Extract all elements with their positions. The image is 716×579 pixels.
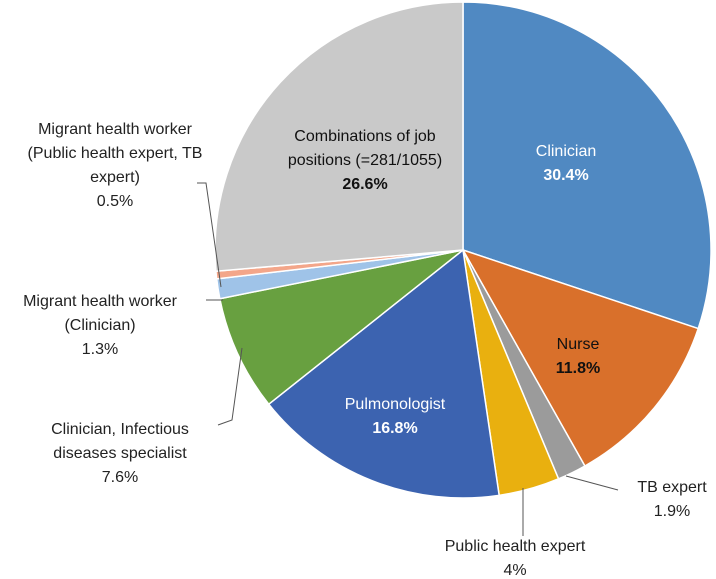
slice-label: Clinician, Infectious diseases specialis… [18,418,223,490]
category-label: Clinician [535,143,597,160]
slice-label: Public health expert 4% [410,535,620,579]
slice-label: Pulmonologist 16.8% [315,393,475,441]
value-label: 16.8% [372,420,418,437]
slice-label: TB expert 1.9% [622,476,716,524]
pie-slice [267,248,501,499]
value-label: 7.6% [101,469,139,486]
leader-line [197,182,222,288]
category-label: Nurse [556,336,600,353]
value-label: 1.9% [653,503,691,520]
pie-slice [214,1,464,273]
pie-slice [462,1,712,330]
value-label: 0.5% [96,193,134,210]
slice-label: Combinations of job positions (=281/1055… [268,125,463,197]
category-label: Combinations of job positions (=281/1055… [287,128,443,169]
leader-line [565,475,619,491]
leader-line [217,347,243,426]
leader-lines [197,182,619,536]
category-label: Public health expert [444,538,586,555]
value-label: 30.4% [543,167,589,184]
category-label: Clinician, Infectious diseases specialis… [51,421,189,462]
pie-slice [461,248,700,468]
category-label: TB expert [637,479,707,496]
value-label: 26.6% [342,176,388,193]
category-label: Pulmonologist [344,396,446,413]
category-label: Migrant health worker (Public health exp… [27,121,203,186]
slice-label: Clinician 30.4% [501,140,631,188]
value-label: 1.3% [81,341,119,358]
value-label: 11.8% [555,360,601,377]
slice-label: Migrant health worker (Clinician) 1.3% [18,290,183,362]
category-label: Migrant health worker (Clinician) [23,293,177,334]
value-label: 4% [503,562,527,579]
slice-label: Nurse 11.8% [523,333,633,381]
pie-slice [218,249,464,406]
slice-label: Migrant health worker (Public health exp… [25,118,205,214]
